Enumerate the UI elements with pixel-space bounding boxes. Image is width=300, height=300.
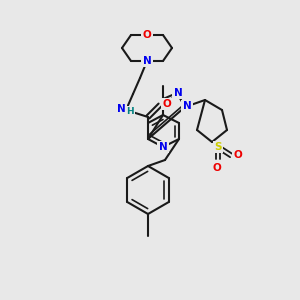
Text: N: N (117, 104, 125, 114)
Text: O: O (234, 150, 242, 160)
Text: O: O (142, 30, 152, 40)
Text: O: O (213, 163, 221, 173)
Text: S: S (214, 142, 222, 152)
Text: H: H (126, 107, 134, 116)
Text: N: N (183, 101, 191, 111)
Text: N: N (159, 142, 167, 152)
Text: O: O (163, 99, 171, 109)
Text: N: N (142, 56, 152, 66)
Text: N: N (174, 88, 182, 98)
